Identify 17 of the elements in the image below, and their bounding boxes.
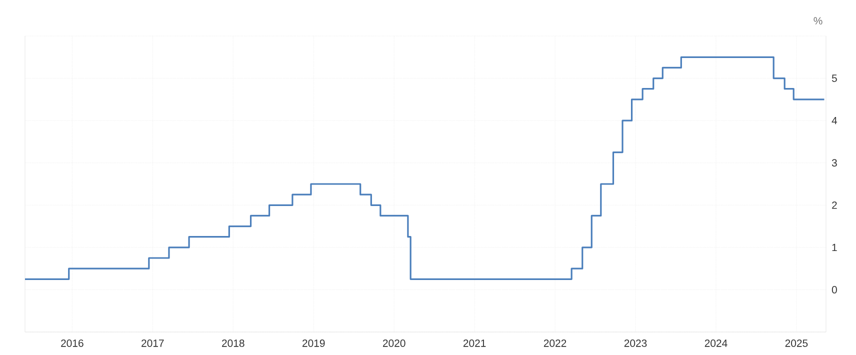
x-tick-label: 2017 <box>142 340 164 347</box>
x-tick-label: 2021 <box>463 340 486 347</box>
y-tick-label: 1 <box>832 244 837 252</box>
y-tick-label: 4 <box>832 116 838 124</box>
y-axis-title: % <box>814 17 822 24</box>
x-tick-label: 2018 <box>222 340 244 347</box>
x-tick-label: 2024 <box>704 340 728 347</box>
x-tick-label: 2020 <box>382 340 406 347</box>
x-tick-label: 2016 <box>61 340 84 347</box>
y-tick-label: 0 <box>832 286 837 294</box>
y-tick-label: 2 <box>832 202 837 209</box>
x-tick-label: 2023 <box>624 340 647 347</box>
x-tick-label: 2025 <box>785 340 808 347</box>
x-tick-label: 2019 <box>302 340 325 347</box>
y-tick-label: 3 <box>832 159 837 167</box>
x-tick-label: 2022 <box>544 340 566 347</box>
y-tick-label: 5 <box>832 74 837 82</box>
